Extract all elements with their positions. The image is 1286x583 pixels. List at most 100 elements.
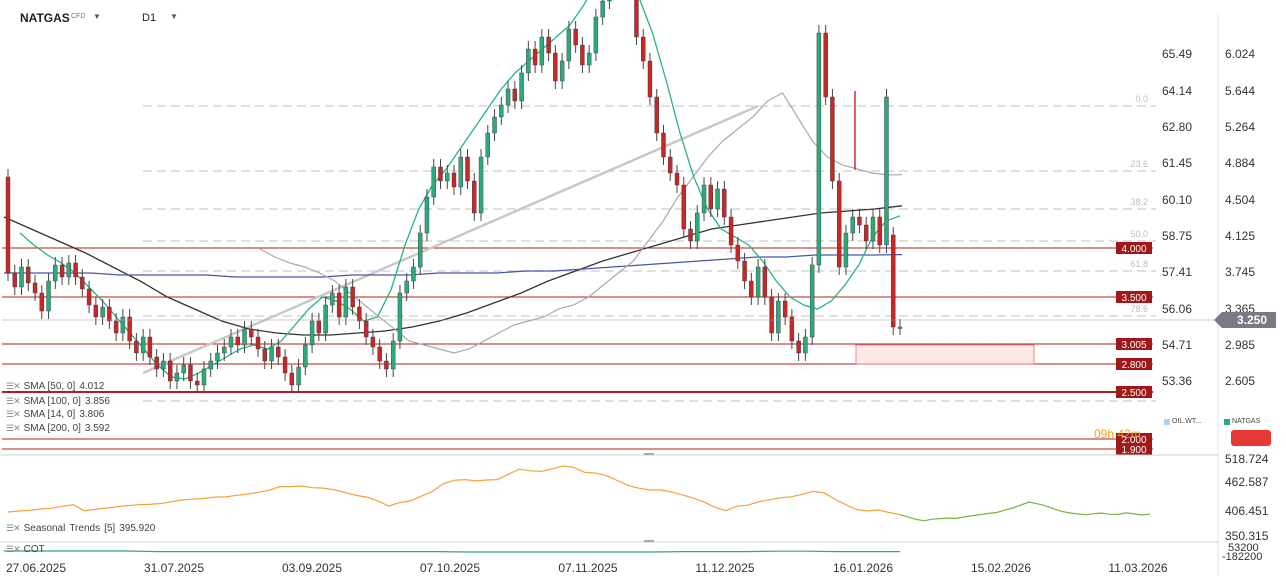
toolbar: NATGAS CFD ▼ D1 ▼ [0, 0, 1286, 36]
candle-body [316, 320, 322, 334]
candle-body [701, 184, 707, 214]
candle-body [303, 344, 308, 368]
date-tick: 11.03.2026 [1108, 561, 1167, 575]
symbol-dropdown-icon[interactable]: ▼ [93, 12, 101, 21]
candle-body [107, 306, 112, 322]
candle-body [877, 216, 882, 246]
candle-body [451, 172, 457, 188]
cot-panel-header[interactable]: ☰✕ COT [6, 543, 45, 556]
candle-body [262, 348, 267, 362]
seasonal-name: Trends [69, 523, 101, 534]
candle-body [708, 184, 713, 210]
symbol-label[interactable]: NATGAS [20, 11, 70, 25]
fib-level-label: 0.0 [1135, 94, 1148, 104]
candle-body [249, 328, 254, 338]
candle-body [39, 292, 44, 312]
candle-body [12, 272, 17, 288]
candle-body [695, 212, 700, 242]
candle-body [782, 300, 788, 318]
candle-body [674, 172, 680, 186]
seasonal-axis-tick: 406.451 [1225, 504, 1269, 518]
settings-icon[interactable]: ☰✕ [6, 381, 21, 391]
candle-body [174, 372, 180, 382]
indicator-sma200[interactable]: ☰✕ SMA [200, 0] 3.592 [6, 422, 110, 435]
candle-body [870, 216, 876, 242]
indicator-sma14[interactable]: ☰✕ SMA [14, 0] 3.806 [6, 408, 104, 421]
candle-body [580, 44, 585, 66]
indicator-sma100[interactable]: ☰✕ SMA [100, 0] 3.856 [6, 395, 110, 408]
level-label: 3.500 [1121, 293, 1146, 304]
candle-body [350, 286, 355, 308]
settings-icon[interactable]: ☰✕ [6, 523, 21, 533]
settings-icon[interactable]: ☰✕ [6, 423, 21, 433]
compare-legend-natgas[interactable]: NATGAS [1224, 418, 1260, 425]
highlight-zone[interactable] [855, 344, 1035, 365]
seasonal-panel-header[interactable]: ☰✕ Seasonal Trends [5] 395.920 [6, 522, 155, 535]
current-price-label: 3.250 [1237, 313, 1267, 327]
settings-icon[interactable]: ☰✕ [6, 396, 21, 406]
candle-body [19, 266, 24, 288]
left-price-tick: 60.10 [1162, 193, 1192, 207]
candle-body [201, 368, 207, 386]
candle-body [688, 228, 693, 242]
candle-body [53, 264, 58, 282]
candle-body [46, 280, 51, 312]
candle-body [789, 316, 795, 342]
level-label: 3.005 [1121, 340, 1146, 351]
candle-body [86, 288, 92, 306]
indicator-value: 3.856 [84, 396, 110, 407]
candle-body [66, 262, 72, 278]
candle-body [715, 188, 720, 210]
level-label-box [1116, 433, 1152, 445]
candle-body [559, 60, 565, 82]
seasonal-past-line [7, 465, 901, 516]
candle-body [5, 176, 11, 274]
candle-body [843, 232, 849, 268]
timeframe-label[interactable]: D1 [142, 12, 157, 24]
settings-icon[interactable]: ☰✕ [6, 544, 21, 554]
candle-body [390, 340, 396, 370]
date-axis: 27.06.2025 31.07.2025 03.09.2025 07.10.2025… [6, 561, 1168, 575]
sma200-line [3, 205, 903, 336]
seasonal-label: Seasonal [23, 523, 66, 534]
candle-body [641, 36, 646, 62]
candle-body [897, 326, 903, 329]
timeframe-dropdown-icon[interactable]: ▼ [170, 12, 178, 21]
candle-body [330, 292, 335, 306]
current-price-marker [1214, 312, 1276, 328]
candle-body [722, 188, 727, 218]
candles [5, 0, 903, 393]
price-axis: 65.49 6.024 64.14 5.644 62.80 5.264 61.45 4.884… [2, 14, 1276, 575]
candle-body [188, 364, 193, 382]
indicator-value: 3.806 [79, 409, 105, 420]
level-label: 2.800 [1121, 360, 1146, 371]
indicator-sma50[interactable]: ☰✕ SMA [50, 0] 4.012 [6, 380, 104, 393]
panel-resize-handle [644, 540, 654, 542]
candle-body [593, 16, 599, 54]
candle-body [742, 260, 747, 282]
compare-legend-oil[interactable]: OIL.WT... [1164, 418, 1201, 425]
candle-body [26, 266, 31, 284]
candle-body [32, 282, 38, 294]
candle-body [749, 280, 754, 298]
indicator-value: 3.592 [84, 423, 110, 434]
candle-body [181, 364, 186, 374]
left-price-tick: 56.06 [1162, 302, 1192, 316]
settings-icon[interactable]: ☰✕ [6, 409, 21, 419]
right-price-tick: 6.024 [1225, 47, 1255, 61]
level-label-box [1116, 386, 1152, 398]
candle-body [600, 0, 605, 18]
legend-label: NATGAS [1232, 418, 1261, 425]
trendline[interactable] [142, 104, 759, 375]
panel-resize-handle [644, 453, 654, 455]
date-tick: 27.06.2025 [6, 561, 66, 575]
candle-body [532, 48, 538, 66]
natgas-price-pill [1231, 430, 1271, 446]
sma14-line [19, 0, 901, 380]
candle-body [222, 346, 227, 354]
candle-body [418, 232, 423, 268]
candle-body [140, 336, 146, 354]
zone-box[interactable] [855, 344, 1035, 365]
candle-body [478, 156, 484, 214]
